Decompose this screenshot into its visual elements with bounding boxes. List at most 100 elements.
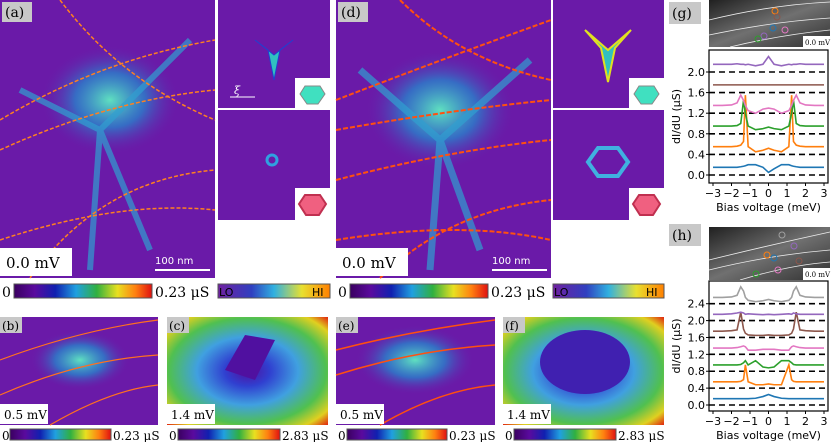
x-tick-label: −3: [705, 187, 721, 200]
y-tick-label: 2.0: [688, 66, 706, 79]
voltage-label-bg: [803, 268, 830, 280]
panel-b: (b) 0.5 mV 0 0.23 μS: [0, 317, 160, 442]
x-axis-label: Bias voltage (meV): [716, 429, 821, 442]
y-axis-label: dI/dU (μS): [670, 89, 683, 144]
y-tick-label: 0.8: [688, 128, 706, 141]
marker-brown: [795, 257, 803, 265]
marker-green: [754, 35, 762, 43]
voltage-label-bg: [336, 404, 384, 424]
colorbar: [177, 428, 281, 441]
y-shape-state: [584, 29, 632, 83]
series-line-blue: [713, 163, 824, 174]
y-shape-state: [254, 39, 294, 81]
colorbar: [349, 283, 489, 299]
voltage-label: 1.4 mV: [507, 408, 550, 422]
panel-label: (f): [505, 319, 519, 333]
hexagon-ring-icon: [297, 194, 328, 216]
vortex-lines: [335, 0, 552, 279]
plot-frame: [708, 49, 829, 184]
voltage-label: 0.5 mV: [340, 408, 383, 422]
panel-label: (d): [341, 5, 361, 21]
feature-lines: [18, 37, 193, 271]
series-line-green: [713, 100, 824, 131]
feature-lines: [357, 57, 533, 271]
x-tick-label: −3: [705, 415, 721, 428]
x-tick-label: 1: [784, 187, 791, 200]
hi-label: HI: [646, 286, 658, 299]
colorbar-max: 0.23 μS: [155, 285, 209, 301]
marker-orange: [763, 251, 771, 259]
feature-blob: [355, 325, 475, 395]
marker-pink: [781, 26, 789, 34]
panel-label: (e): [338, 319, 354, 333]
panel-label-bg: [0, 317, 22, 333]
panel-e: (e) 0.5 mV 0 0.23 μS: [335, 317, 496, 442]
lo-label: LO: [554, 286, 569, 299]
voltage-label-bg: [0, 248, 72, 276]
lo-label: LO: [219, 286, 234, 299]
series-line-gray: [713, 285, 824, 303]
vortex-lines: [335, 319, 496, 426]
marker-orange: [771, 7, 779, 15]
panel-label: (c): [169, 319, 185, 333]
panel-label: (g): [672, 6, 692, 22]
x-tick-label: 3: [821, 187, 828, 200]
colorbar: [346, 428, 448, 441]
x-tick-label: 3: [821, 415, 828, 428]
marker-brown: [773, 13, 781, 21]
colorbar: [9, 428, 112, 441]
marker-purple: [760, 32, 768, 40]
y-tick-label: 2.4: [688, 298, 706, 311]
vortex-lines: [708, 231, 831, 281]
panel-label: (a): [5, 5, 24, 21]
colorbar-min: 0: [505, 429, 513, 442]
series-line-pink: [713, 345, 824, 351]
voltage-label-bg: [336, 248, 408, 276]
y-tick-label: 0.0: [688, 169, 706, 182]
series-line-blue: [713, 393, 824, 400]
colorbar-min: 0: [2, 285, 11, 301]
voltage-label: 0.0 mV: [805, 271, 831, 279]
x-tick-label: 2: [802, 415, 809, 428]
y-tick-label: 1.2: [688, 107, 706, 120]
vortex-lines: [0, 0, 216, 279]
y-axis-label: dI/dU (μS): [670, 318, 683, 373]
panel-label: (h): [672, 228, 692, 244]
x-tick-label: −2: [723, 187, 739, 200]
ring-state: [265, 153, 279, 167]
series-line-pink: [713, 93, 824, 115]
y-tick-label: 1.6: [688, 87, 706, 100]
series-line-orange: [713, 361, 824, 386]
feature-blob: [40, 45, 180, 155]
voltage-label: 1.4 mV: [171, 408, 214, 422]
panel-h-header: (h) 0.0 mV: [669, 224, 831, 281]
colorbar-min: 0: [338, 285, 347, 301]
vortex-lines: [708, 1, 831, 48]
panel-label-bg: [338, 2, 368, 22]
x-tick-label: −1: [742, 415, 758, 428]
voltage-label: 0.0 mV: [342, 254, 397, 272]
y-tick-label: 1.2: [688, 348, 706, 361]
voltage-label-bg: [503, 404, 551, 424]
panel-label-bg: [2, 2, 32, 22]
series-line-orange: [713, 95, 824, 153]
colorbar-max: 2.83 μS: [618, 429, 665, 442]
colorbar: [513, 428, 617, 441]
voltage-label-bg: [803, 36, 830, 47]
marker-blue: [770, 254, 778, 262]
panel-label-bg: [336, 317, 358, 333]
y-tick-label: 1.6: [688, 331, 706, 344]
scale-bar-label: 100 nm: [492, 256, 530, 267]
y-tick-label: 0.4: [688, 148, 706, 161]
voltage-label-bg: [167, 404, 215, 424]
colorbar-min: 0: [169, 429, 177, 442]
hexagon-icon: [299, 85, 326, 105]
marker-gray: [778, 231, 786, 239]
y-tick-label: 0.0: [688, 399, 706, 412]
y-tick-label: 0.4: [688, 382, 706, 395]
series-line-green: [713, 359, 824, 369]
scale-bar-label: 100 nm: [155, 256, 193, 267]
gap-region: [225, 335, 275, 380]
